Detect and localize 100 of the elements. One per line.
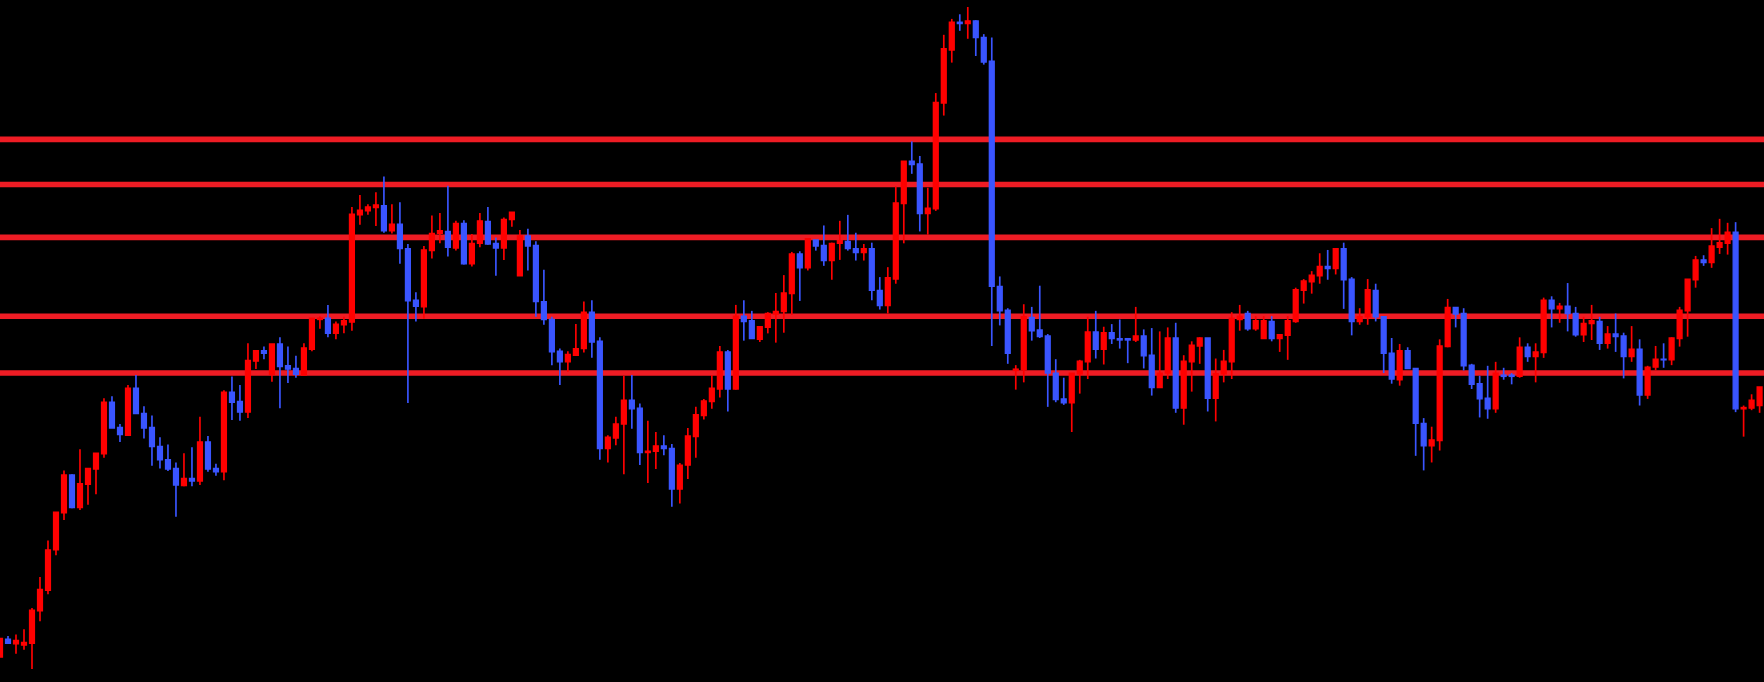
candlestick: [1692, 255, 1699, 289]
candlestick: [1116, 318, 1123, 350]
candlestick: [1484, 364, 1491, 420]
candlestick: [676, 462, 683, 505]
candlestick: [92, 452, 100, 496]
candlestick: [148, 414, 156, 467]
candlestick: [1580, 315, 1587, 343]
candlestick: [1316, 252, 1323, 285]
candlestick: [84, 467, 92, 506]
candlestick: [1708, 227, 1715, 269]
candlestick: [1564, 282, 1571, 333]
candlestick: [1244, 310, 1251, 332]
candlestick: [388, 203, 396, 235]
candlestick: [692, 406, 699, 459]
candlestick: [1476, 374, 1483, 419]
candlestick: [1300, 278, 1307, 305]
candlestick: [1756, 386, 1763, 414]
candlestick: [660, 434, 667, 457]
candlestick: [820, 224, 827, 267]
candlestick: [564, 350, 571, 373]
candlestick: [708, 374, 715, 410]
candlestick: [156, 436, 164, 470]
candlestick: [1124, 337, 1131, 364]
candlestick: [36, 576, 44, 623]
candlestick: [964, 7, 971, 40]
candlestick: [1668, 336, 1675, 366]
candlestick: [1724, 221, 1731, 256]
candlestick: [1332, 247, 1339, 276]
candlestick: [468, 233, 475, 268]
candlestick: [1260, 315, 1267, 340]
candlestick: [1452, 306, 1459, 329]
candlestick: [1532, 342, 1539, 384]
candlestick: [172, 461, 180, 518]
candlestick: [1548, 295, 1555, 329]
candlestick: [476, 212, 483, 249]
candlestick: [876, 276, 883, 311]
candlestick: [1572, 306, 1579, 338]
candlestick: [1588, 304, 1595, 341]
candlestick: [972, 19, 979, 57]
candlestick: [1012, 364, 1019, 391]
candlestick: [236, 384, 244, 422]
candlestick: [188, 446, 196, 488]
candlestick: [1140, 328, 1147, 370]
candlestick: [484, 206, 491, 246]
candlestick: [276, 336, 284, 410]
candlestick: [764, 311, 771, 335]
candlestick: [772, 292, 779, 344]
candlestick: [1612, 312, 1619, 353]
candlestick: [76, 448, 84, 511]
candlestick: [740, 299, 747, 342]
candlestick: [1156, 330, 1163, 389]
candlestick: [20, 628, 28, 651]
candlestick: [1660, 342, 1667, 369]
candlestick: [556, 347, 563, 386]
candlestick: [180, 452, 188, 488]
candlestick: [780, 274, 787, 334]
candlestick: [1604, 325, 1611, 350]
candlestick: [252, 349, 260, 370]
candlestick: [1108, 323, 1115, 345]
candlestick: [1132, 306, 1139, 343]
candlestick: [652, 431, 659, 470]
candlestick: [1220, 349, 1227, 384]
candlestick: [700, 398, 707, 421]
candlestick: [540, 268, 547, 326]
candlestick: [1740, 404, 1747, 438]
candlestick: [612, 415, 619, 447]
candlestick: [12, 633, 20, 655]
candlestick: [1716, 218, 1723, 255]
candlestick: [1404, 346, 1411, 370]
candlestick: [1236, 304, 1243, 332]
candlestick: [1556, 302, 1563, 324]
candlestick: [1036, 284, 1043, 339]
candlestick: [844, 214, 851, 252]
candlestick: [572, 323, 579, 357]
candlestick: [1284, 315, 1291, 361]
candlestick: [604, 434, 611, 464]
candlestick: [1100, 325, 1107, 366]
candlestick: [1092, 310, 1099, 360]
candlestick: [1628, 325, 1635, 363]
candlestick: [1324, 249, 1331, 281]
candlestick: [412, 291, 420, 323]
candlestick: [1060, 376, 1067, 406]
candlestick: [924, 186, 931, 236]
candlestick: [436, 212, 443, 245]
candlestick: [356, 194, 364, 226]
candlestick: [620, 374, 627, 476]
candlestick: [1196, 336, 1203, 365]
candlestick: [1308, 270, 1315, 295]
candlestick: [428, 214, 435, 260]
candlestick: [140, 405, 148, 440]
candlestick: [796, 250, 803, 302]
candlestick: [492, 236, 499, 277]
candlestick: [1420, 417, 1427, 472]
candlestick: [836, 219, 843, 261]
candlestick: [1188, 340, 1195, 393]
candlestick: [444, 184, 451, 258]
candlestick: [292, 355, 300, 379]
candlestick: [228, 375, 236, 421]
candlestick: [316, 315, 324, 330]
candlestick: [1268, 315, 1275, 343]
